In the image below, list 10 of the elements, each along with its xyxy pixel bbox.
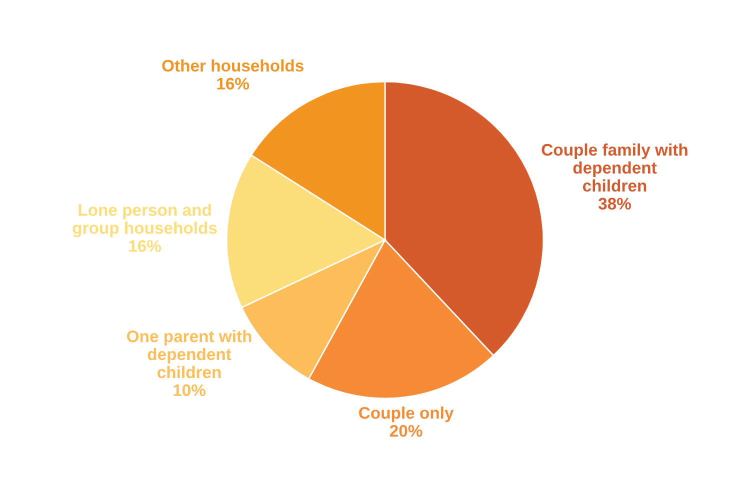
slice-label: Couple only: [359, 406, 454, 422]
slice-label: Couple family with dependent children: [542, 143, 688, 192]
data-label: 16%: [129, 240, 161, 252]
data-label: 38%: [598, 198, 631, 210]
slice-label: Other households: [162, 59, 304, 72]
data-label: 20%: [390, 424, 422, 437]
data-label: 10%: [174, 384, 206, 396]
slice-label: One parent with dependent children: [126, 330, 252, 378]
slice-label: Lone person and group households: [72, 204, 217, 238]
data-label: 16%: [217, 78, 250, 90]
